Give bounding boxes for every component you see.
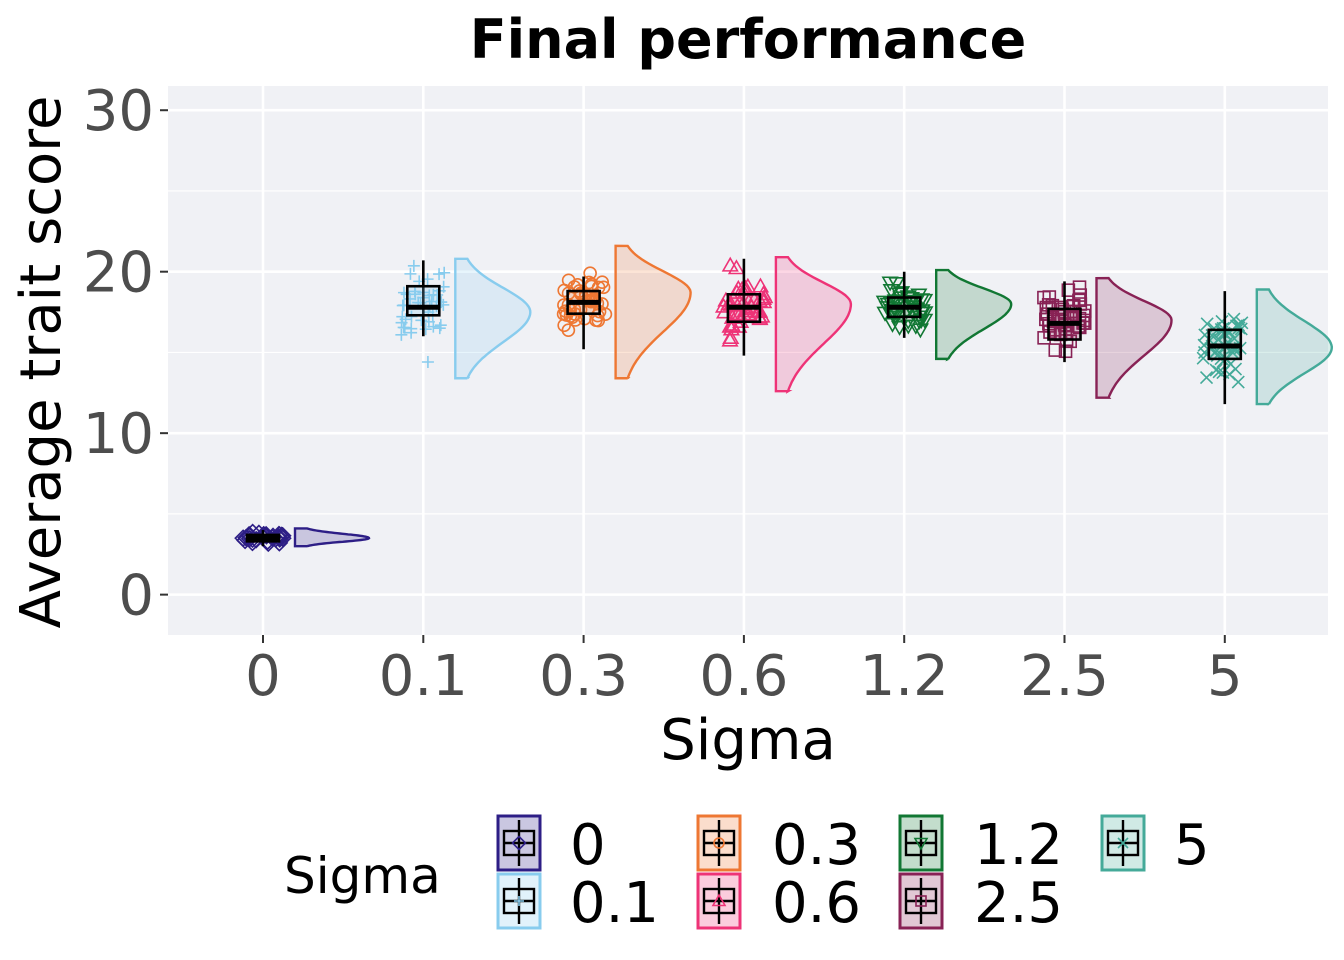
point-0.1 [435, 296, 448, 309]
legend-title: Sigma [284, 847, 441, 905]
density-clouds [293, 244, 1334, 548]
legend-label-0.3: 0.3 [772, 813, 861, 878]
point-0.1 [419, 323, 432, 336]
legend-key-marker [713, 837, 725, 849]
legend-key-marker [913, 837, 929, 851]
point-1.2 [882, 284, 900, 300]
point-5 [1211, 332, 1226, 346]
x-tick-label: 0.3 [539, 644, 628, 709]
point-0.6 [756, 288, 774, 304]
point-1.2 [883, 317, 902, 333]
x-axis-title: Sigma [660, 708, 836, 773]
point-2.5 [1037, 331, 1051, 345]
point-5 [1228, 362, 1243, 376]
point-0.1 [438, 266, 451, 279]
point-2.5 [1073, 288, 1088, 302]
x-tick-label: 5 [1207, 644, 1243, 709]
density-cloud-0 [293, 527, 371, 548]
point-5 [1232, 321, 1246, 335]
density-cloud-2.5 [1095, 276, 1173, 399]
point-0.6 [723, 315, 741, 331]
point-0.1 [427, 320, 440, 333]
legend-label-2.5: 2.5 [974, 871, 1063, 936]
y-tick-label: 10 [83, 402, 154, 467]
point-0.6 [721, 256, 739, 272]
point-5 [1199, 370, 1214, 385]
point-0.1 [433, 268, 446, 281]
point-0.1 [434, 319, 447, 332]
legend-key-marker [915, 895, 927, 907]
point-0.6 [751, 310, 769, 326]
point-0.3 [583, 266, 597, 281]
point-5 [1200, 317, 1214, 331]
point-0.1 [405, 322, 418, 335]
density-cloud-1.2 [935, 268, 1013, 362]
point-2.5 [1072, 280, 1087, 294]
legend: 00.1 0.30.6 1.22.5 5 [496, 813, 1210, 936]
y-axis-ticks: 0 10 20 30 [83, 79, 168, 629]
plot-panel [168, 86, 1328, 635]
density-cloud-0.6 [774, 255, 853, 394]
legend-key-marker [1117, 837, 1129, 849]
point-1.2 [907, 319, 925, 335]
point-0.1 [409, 288, 422, 301]
boxplots [245, 258, 1243, 547]
point-0.6 [749, 302, 767, 318]
point-0.1 [397, 321, 410, 334]
point-2.5 [1077, 308, 1091, 323]
y-tick-label: 0 [118, 564, 154, 629]
y-axis-title: Average trait score [9, 96, 74, 629]
point-0.3 [558, 304, 573, 318]
point-5 [1212, 365, 1226, 379]
legend-key-marker [514, 896, 524, 906]
point-0.1 [404, 267, 417, 280]
point-0.3 [596, 280, 611, 295]
density-cloud-0.3 [614, 244, 692, 380]
point-0.3 [561, 323, 576, 338]
legend-key-marker [711, 893, 727, 907]
y-tick-label: 30 [83, 79, 154, 144]
point-0.3 [595, 275, 610, 289]
x-tick-label: 0.6 [699, 644, 788, 709]
x-tick-label: 0 [245, 644, 281, 709]
chart-title: Final performance [470, 8, 1027, 71]
point-5 [1209, 363, 1223, 377]
y-tick-label: 20 [83, 241, 154, 306]
point-5 [1216, 365, 1230, 380]
point-0.1 [407, 259, 420, 272]
density-cloud-0.1 [454, 257, 532, 380]
x-tick-label: 1.2 [860, 644, 949, 709]
legend-label-0: 0 [570, 813, 606, 878]
point-0.1 [433, 322, 446, 335]
point-0.1 [399, 313, 412, 326]
box-0.1 [405, 284, 441, 317]
point-0.1 [423, 289, 436, 302]
point-2.5 [1048, 343, 1063, 357]
legend-label-0.6: 0.6 [772, 871, 861, 936]
point-0.6 [730, 317, 748, 333]
x-axis-ticks: 0 0.1 0.3 0.6 1.2 2.5 5 [245, 635, 1243, 709]
point-0.1 [395, 328, 408, 341]
x-tick-label: 2.5 [1020, 644, 1109, 709]
point-0.1 [421, 355, 434, 368]
legend-label-0.1: 0.1 [570, 871, 659, 936]
legend-label-5: 5 [1174, 813, 1210, 878]
point-0.6 [727, 259, 746, 275]
point-5 [1231, 375, 1245, 389]
x-tick-label: 0.1 [379, 644, 468, 709]
point-0.6 [721, 331, 739, 347]
point-2.5 [1037, 290, 1051, 305]
point-2.5 [1065, 299, 1080, 314]
point-5 [1227, 312, 1241, 326]
point-0.3 [574, 286, 589, 300]
density-cloud-5 [1255, 288, 1334, 406]
legend-key-marker [511, 835, 527, 851]
legend-label-1.2: 1.2 [974, 813, 1063, 878]
